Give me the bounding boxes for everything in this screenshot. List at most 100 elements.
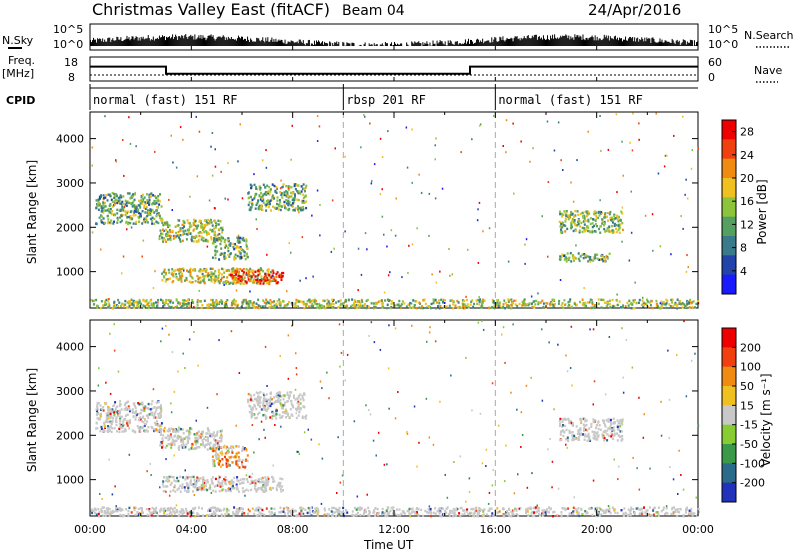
scatter-cell <box>131 205 134 208</box>
scatter-cell <box>295 407 297 411</box>
scatter-cell <box>609 511 612 515</box>
scatter-cell <box>259 186 262 190</box>
scatter-cell <box>127 509 130 513</box>
scatter-cell <box>288 201 291 204</box>
scatter-cell <box>390 300 393 303</box>
scatter-cell <box>286 192 289 195</box>
scatter-cell <box>264 279 267 282</box>
scatter-cell <box>564 211 567 215</box>
scatter-cell <box>287 510 290 513</box>
scatter-cell <box>505 119 508 122</box>
scatter-cell <box>229 273 232 277</box>
scatter-cell <box>123 206 126 208</box>
scatter-cell <box>283 200 286 204</box>
scatter-cell <box>250 409 253 412</box>
scatter-cell <box>109 194 112 198</box>
scatter-cell <box>595 426 597 430</box>
scatter-cell <box>203 267 206 271</box>
scatter-cell <box>508 508 511 511</box>
scatter-cell <box>411 128 413 131</box>
scatter-cell <box>572 510 575 513</box>
scatter-cell <box>231 303 234 306</box>
scatter-cell <box>583 253 586 256</box>
noise-sample <box>452 44 454 46</box>
scatter-cell <box>257 480 260 483</box>
scatter-cell <box>132 430 135 433</box>
scatter-cell <box>126 228 128 231</box>
scatter-cell <box>218 508 221 511</box>
scatter-cell <box>146 221 149 224</box>
scatter-cell <box>465 298 468 302</box>
scatter-cell <box>603 222 606 225</box>
scatter-cell <box>211 433 214 436</box>
scatter-cell <box>219 451 222 455</box>
noise-sample <box>374 45 376 46</box>
noise-sample <box>129 40 131 46</box>
scatter-cell <box>143 407 146 410</box>
noise-sample <box>540 37 542 46</box>
scatter-cell <box>97 412 100 415</box>
scatter-cell <box>201 303 204 307</box>
scatter-cell <box>267 480 270 483</box>
noise-sample <box>191 36 193 46</box>
scatter-cell <box>208 303 210 306</box>
scatter-cell <box>150 304 153 307</box>
scatter-cell <box>571 225 573 229</box>
scatter-cell <box>141 401 144 404</box>
noise-sample <box>253 41 255 46</box>
scatter-cell <box>135 304 138 307</box>
scatter-cell <box>254 278 257 282</box>
scatter-cell <box>582 256 585 260</box>
scatter-cell <box>350 305 352 308</box>
scatter-cell <box>220 170 222 173</box>
scatter-cell <box>617 421 620 424</box>
scatter-cell <box>132 415 135 419</box>
scatter-cell <box>290 191 293 195</box>
scatter-cell <box>198 479 201 482</box>
noise-sample <box>633 41 635 46</box>
scatter-cell <box>108 304 111 307</box>
scatter-cell <box>215 300 217 303</box>
scatter-cell <box>122 207 125 210</box>
scatter-cell <box>236 236 239 239</box>
scatter-cell <box>613 422 616 425</box>
scatter-cell <box>215 299 218 302</box>
scatter-cell <box>92 509 95 513</box>
scatter-cell <box>582 302 585 305</box>
scatter-cell <box>168 228 171 232</box>
scatter-cell <box>102 406 105 409</box>
scatter-cell <box>117 199 120 202</box>
scatter-cell <box>629 141 631 144</box>
scatter-cell <box>421 306 423 309</box>
scatter-cell <box>214 441 217 444</box>
scatter-cell <box>102 409 105 412</box>
scatter-cell <box>616 218 619 221</box>
scatter-cell <box>294 188 297 191</box>
scatter-cell <box>128 201 130 205</box>
scatter-cell <box>92 299 95 302</box>
scatter-cell <box>379 137 382 140</box>
scatter-cell <box>221 228 224 232</box>
scatter-cell <box>217 280 220 283</box>
scatter-cell <box>107 218 110 221</box>
scatter-cell <box>187 484 190 487</box>
scatter-cell <box>214 454 217 457</box>
scatter-cell <box>229 446 232 450</box>
scatter-cell <box>265 417 267 420</box>
scatter-cell <box>192 229 195 232</box>
scatter-cell <box>257 199 260 202</box>
noise-sample <box>171 37 173 46</box>
noise-sample <box>401 43 403 46</box>
scatter-cell <box>210 271 213 274</box>
scatter-cell <box>332 506 335 510</box>
scatter-cell <box>99 202 102 206</box>
scatter-cell <box>231 482 234 485</box>
scatter-cell <box>306 300 309 303</box>
noise-sample <box>600 40 602 46</box>
scatter-cell <box>214 240 217 243</box>
scatter-cell <box>234 512 237 516</box>
scatter-cell <box>596 257 599 261</box>
scatter-cell <box>101 209 104 212</box>
scatter-cell <box>190 224 193 227</box>
scatter-cell <box>632 299 634 302</box>
